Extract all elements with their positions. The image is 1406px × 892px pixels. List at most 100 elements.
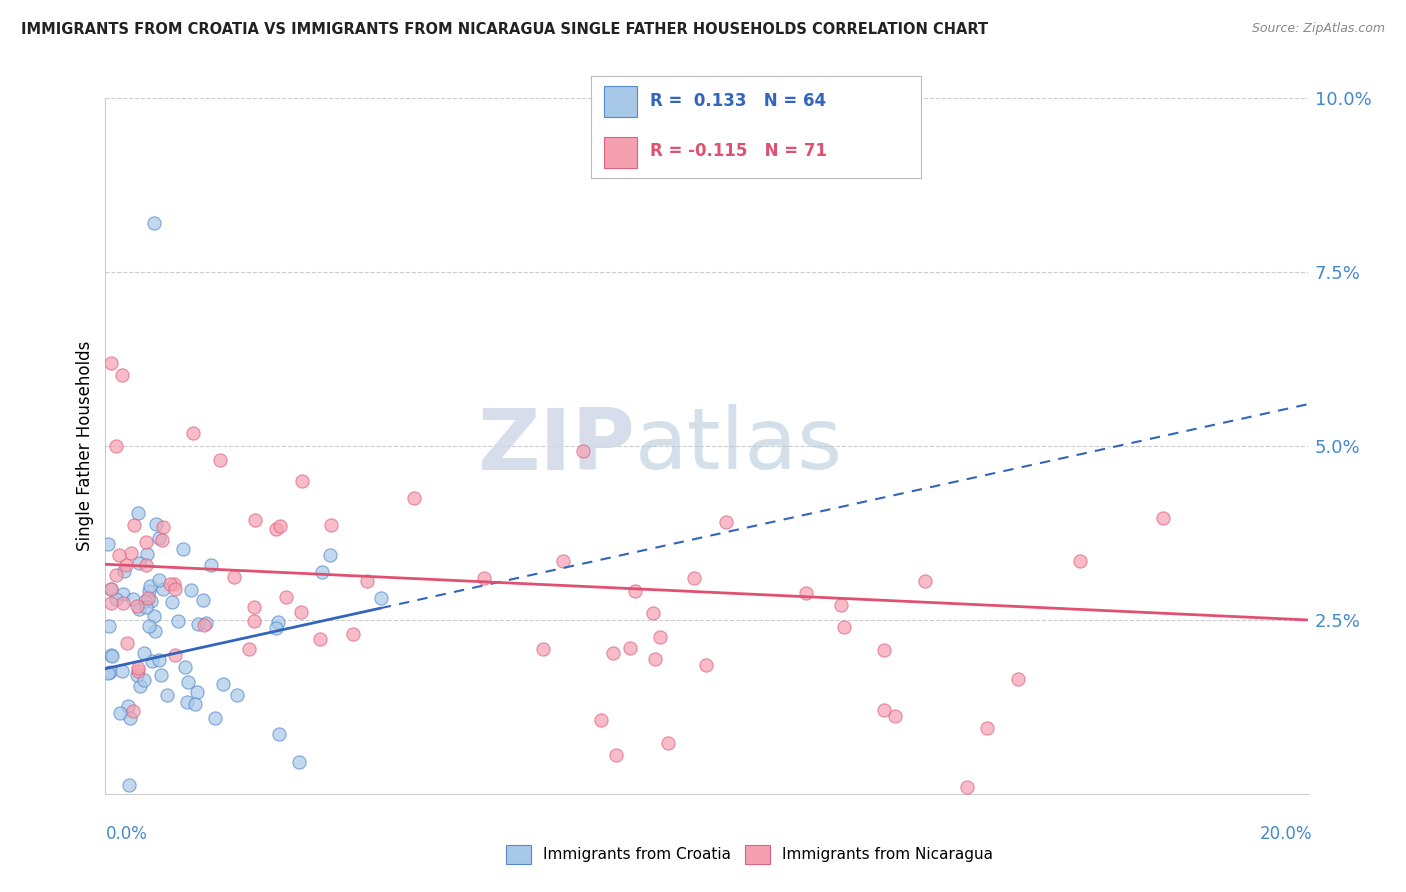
Point xyxy=(135,600,157,615)
Point xyxy=(212,677,235,691)
Point xyxy=(619,641,641,656)
Point xyxy=(97,666,120,681)
Point xyxy=(132,673,155,687)
Point xyxy=(120,546,142,560)
Point xyxy=(148,653,170,667)
Point xyxy=(118,778,141,792)
Point xyxy=(145,516,167,531)
Point xyxy=(342,626,364,640)
Point xyxy=(105,439,128,453)
Point xyxy=(127,506,149,520)
Point xyxy=(127,664,149,678)
Point xyxy=(641,606,664,620)
Point xyxy=(472,571,495,585)
Point xyxy=(695,657,717,672)
Point xyxy=(186,685,208,699)
Point xyxy=(1069,554,1091,568)
Point xyxy=(956,780,979,794)
Point xyxy=(319,517,342,532)
Point xyxy=(644,651,666,665)
Point xyxy=(100,582,122,596)
Point xyxy=(225,689,247,703)
Point xyxy=(571,444,593,458)
Point xyxy=(117,698,139,713)
Point xyxy=(136,547,159,561)
Point xyxy=(1152,511,1174,525)
Point xyxy=(291,474,314,488)
Point xyxy=(208,453,231,467)
Point xyxy=(132,646,155,660)
Text: Immigrants from Croatia: Immigrants from Croatia xyxy=(543,847,731,862)
Point xyxy=(191,592,214,607)
Point xyxy=(832,620,855,634)
Point xyxy=(129,679,152,693)
Point xyxy=(108,706,131,721)
Text: Source: ZipAtlas.com: Source: ZipAtlas.com xyxy=(1251,22,1385,36)
Point xyxy=(531,642,554,657)
FancyBboxPatch shape xyxy=(603,137,637,168)
Point xyxy=(115,636,138,650)
Point xyxy=(180,582,202,597)
Point xyxy=(830,598,852,612)
Point xyxy=(150,668,173,682)
Point xyxy=(148,573,170,587)
Point xyxy=(111,587,134,601)
Text: Immigrants from Nicaragua: Immigrants from Nicaragua xyxy=(782,847,993,862)
Point xyxy=(172,542,194,557)
Point xyxy=(138,583,160,598)
Point xyxy=(139,579,162,593)
Point xyxy=(152,582,174,596)
Point xyxy=(145,624,167,639)
Point xyxy=(124,518,146,533)
Point xyxy=(176,695,198,709)
Point xyxy=(266,621,288,635)
Point xyxy=(657,736,679,750)
Point xyxy=(100,648,122,663)
Text: 0.0%: 0.0% xyxy=(105,825,148,843)
Point xyxy=(128,556,150,570)
Point xyxy=(167,614,190,628)
Text: ZIP: ZIP xyxy=(477,404,634,488)
Text: R =  0.133   N = 64: R = 0.133 N = 64 xyxy=(650,93,827,111)
Point xyxy=(623,583,645,598)
Point xyxy=(683,571,706,585)
Point xyxy=(319,548,342,562)
Point xyxy=(1007,672,1029,686)
Point xyxy=(193,618,215,632)
Point xyxy=(187,617,209,632)
Point xyxy=(97,537,120,551)
Point xyxy=(125,668,148,682)
Point xyxy=(100,582,122,596)
Point xyxy=(104,567,127,582)
Point xyxy=(264,523,287,537)
Point xyxy=(200,558,222,572)
Point xyxy=(183,698,205,712)
Point xyxy=(553,554,575,568)
FancyBboxPatch shape xyxy=(603,87,637,117)
Point xyxy=(872,703,894,717)
Text: IMMIGRANTS FROM CROATIA VS IMMIGRANTS FROM NICARAGUA SINGLE FATHER HOUSEHOLDS CO: IMMIGRANTS FROM CROATIA VS IMMIGRANTS FR… xyxy=(21,22,988,37)
Point xyxy=(111,368,134,382)
Point xyxy=(165,648,187,662)
Point xyxy=(138,619,160,633)
Point xyxy=(976,722,998,736)
Point xyxy=(914,574,936,588)
Point xyxy=(591,713,613,727)
Point xyxy=(162,576,184,591)
Point xyxy=(150,533,173,547)
Point xyxy=(269,518,291,533)
Point xyxy=(402,491,425,506)
Point xyxy=(650,630,672,644)
Point xyxy=(122,704,145,718)
Point xyxy=(98,619,121,633)
Point xyxy=(290,605,312,619)
Point xyxy=(100,596,122,610)
Point xyxy=(224,570,246,584)
Point xyxy=(111,664,134,678)
Point xyxy=(245,513,267,527)
Point xyxy=(177,674,200,689)
Point xyxy=(104,591,127,606)
Point xyxy=(267,727,290,741)
Point xyxy=(242,614,264,628)
Point xyxy=(602,646,624,660)
